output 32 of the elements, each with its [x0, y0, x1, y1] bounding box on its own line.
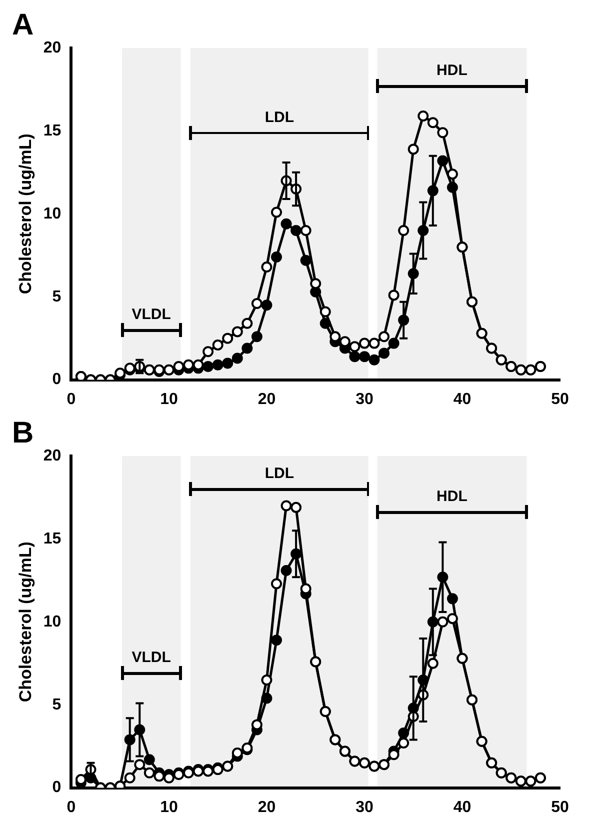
- band-label: LDL: [264, 465, 295, 482]
- band-label: VLDL: [130, 306, 172, 324]
- x-tick-label: 10: [160, 798, 178, 816]
- chart-title: B: [12, 416, 34, 450]
- y-tick-label: 5: [52, 288, 62, 306]
- y-tick-label: 15: [43, 530, 62, 548]
- x-tick-label: 50: [551, 798, 569, 816]
- x-tick-label: 0: [66, 390, 76, 408]
- band-label: VLDL: [130, 649, 172, 666]
- y-tick-label: 15: [43, 122, 62, 140]
- y-tick-label: 20: [43, 447, 62, 464]
- y-tick-label: 0: [52, 779, 62, 796]
- y-tick-label: 5: [52, 696, 62, 714]
- x-tick-label: 20: [258, 798, 276, 816]
- y-tick-label: 20: [43, 39, 62, 56]
- y-axis-title: Cholesterol (ug/mL): [16, 542, 35, 702]
- x-tick-label: 30: [356, 798, 374, 816]
- band-label: HDL: [436, 62, 468, 80]
- x-tick-label: 10: [160, 390, 178, 408]
- y-tick-label: 10: [43, 205, 62, 222]
- x-tick-label: 20: [258, 390, 276, 408]
- y-tick-label: 0: [52, 371, 62, 388]
- x-tick-label: 40: [453, 798, 472, 816]
- chart-title: A: [12, 8, 34, 42]
- y-axis-title: Cholesterol (ug/mL): [16, 134, 35, 294]
- x-tick-label: 30: [356, 390, 374, 408]
- band-label: LDL: [264, 108, 295, 126]
- x-tick-label: 50: [551, 390, 569, 408]
- band-label: HDL: [436, 488, 468, 506]
- x-tick-label: 0: [66, 798, 76, 816]
- x-tick-label: 40: [453, 390, 472, 408]
- y-tick-label: 10: [43, 613, 62, 630]
